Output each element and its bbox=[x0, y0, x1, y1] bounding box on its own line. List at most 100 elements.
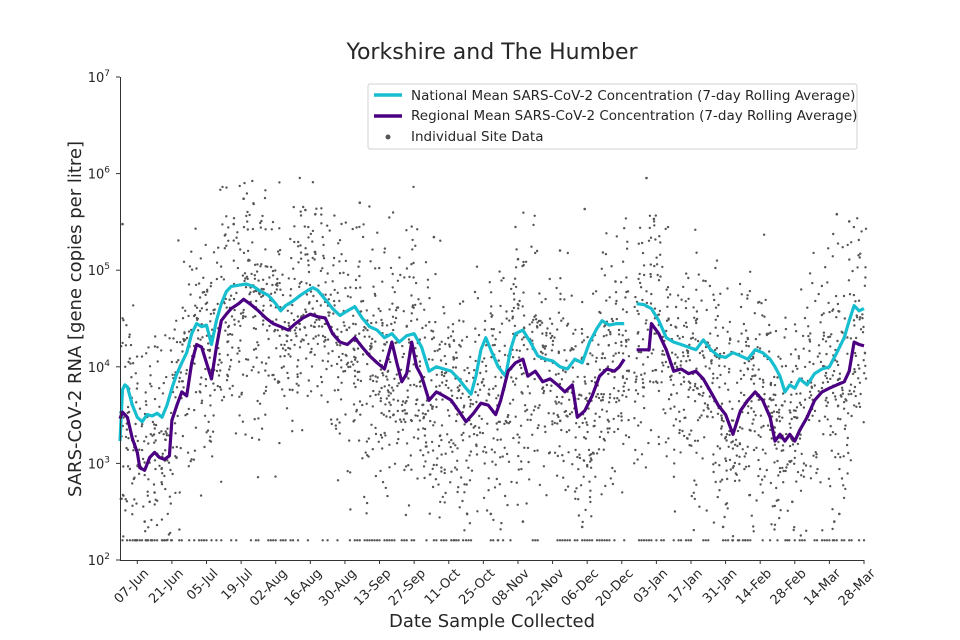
site-data-point bbox=[589, 460, 592, 463]
axes-layer bbox=[120, 77, 864, 561]
site-data-point bbox=[381, 349, 385, 352]
site-data-point bbox=[379, 433, 383, 437]
site-data-point bbox=[255, 299, 258, 303]
site-data-point bbox=[572, 332, 575, 335]
site-data-point bbox=[206, 429, 210, 432]
site-data-point bbox=[360, 300, 363, 303]
site-data-point bbox=[193, 408, 196, 412]
site-data-point bbox=[532, 318, 535, 322]
site-data-point bbox=[831, 255, 834, 258]
site-data-point bbox=[541, 332, 544, 335]
site-data-point bbox=[311, 307, 314, 310]
site-data-point bbox=[522, 326, 526, 329]
site-data-point bbox=[361, 457, 364, 460]
site-data-point bbox=[587, 407, 590, 410]
site-data-point bbox=[402, 352, 406, 356]
site-data-point bbox=[456, 396, 459, 400]
site-data-point bbox=[444, 452, 447, 455]
site-data-point bbox=[431, 405, 434, 408]
site-data-point bbox=[416, 414, 419, 418]
site-data-point bbox=[238, 414, 241, 417]
site-data-point bbox=[121, 222, 124, 226]
site-data-point bbox=[410, 319, 413, 323]
site-data-point bbox=[209, 394, 212, 397]
site-data-point bbox=[218, 358, 221, 361]
site-data-point bbox=[608, 393, 612, 396]
site-data-point bbox=[697, 273, 700, 276]
site-data-point bbox=[467, 466, 470, 469]
site-data-point bbox=[658, 309, 662, 313]
site-data-point bbox=[512, 292, 516, 295]
site-data-point bbox=[853, 370, 856, 374]
site-data-point bbox=[700, 299, 703, 302]
site-data-point bbox=[536, 321, 539, 324]
site-data-point bbox=[431, 330, 435, 333]
site-data-point bbox=[775, 447, 778, 450]
site-data-point bbox=[719, 480, 722, 483]
site-data-point bbox=[796, 470, 800, 474]
site-data-point bbox=[356, 539, 359, 542]
site-data-point bbox=[516, 433, 519, 436]
site-data-point bbox=[551, 423, 554, 426]
site-data-point bbox=[853, 351, 857, 355]
site-data-point bbox=[752, 418, 755, 421]
site-data-point bbox=[217, 374, 221, 377]
site-data-point bbox=[358, 332, 361, 335]
site-data-point bbox=[716, 314, 719, 318]
site-data-point bbox=[782, 469, 785, 473]
site-data-point bbox=[744, 465, 748, 468]
site-data-point bbox=[821, 529, 824, 532]
site-data-point bbox=[562, 317, 565, 320]
site-data-point bbox=[557, 372, 560, 375]
site-data-point bbox=[652, 220, 656, 223]
site-data-point bbox=[590, 539, 594, 542]
site-data-point bbox=[321, 539, 324, 542]
site-data-point bbox=[422, 427, 425, 430]
site-data-point bbox=[664, 227, 667, 231]
site-data-point bbox=[825, 539, 829, 542]
site-data-point bbox=[622, 442, 625, 446]
site-data-point bbox=[476, 297, 480, 300]
site-data-point bbox=[864, 227, 868, 230]
site-data-point bbox=[379, 469, 382, 473]
site-data-point bbox=[764, 452, 767, 455]
site-data-point bbox=[304, 208, 307, 212]
site-data-point bbox=[286, 371, 289, 375]
site-data-point bbox=[449, 445, 452, 449]
site-data-point bbox=[494, 338, 497, 341]
site-data-point bbox=[148, 365, 152, 368]
site-data-point bbox=[666, 225, 670, 229]
site-data-point bbox=[840, 386, 844, 389]
site-data-point bbox=[807, 334, 810, 338]
site-data-point bbox=[859, 316, 862, 319]
site-data-point bbox=[591, 292, 595, 295]
site-data-point bbox=[257, 344, 260, 347]
site-data-point bbox=[527, 460, 530, 464]
site-data-point bbox=[432, 424, 435, 427]
site-data-point bbox=[659, 253, 662, 256]
site-data-point bbox=[563, 539, 567, 542]
site-data-point bbox=[725, 469, 728, 472]
site-data-point bbox=[821, 338, 825, 341]
site-data-point bbox=[530, 245, 533, 248]
site-data-point bbox=[538, 483, 542, 487]
site-data-point bbox=[271, 220, 275, 224]
site-data-point bbox=[309, 232, 313, 236]
site-data-point bbox=[846, 352, 849, 355]
site-data-point bbox=[801, 334, 805, 338]
site-data-point bbox=[158, 431, 161, 435]
site-data-point bbox=[696, 387, 699, 390]
site-data-point bbox=[392, 398, 395, 401]
site-data-point bbox=[835, 212, 839, 216]
site-data-point bbox=[588, 495, 592, 499]
site-data-point bbox=[782, 481, 785, 484]
site-data-point bbox=[145, 352, 148, 355]
site-data-point bbox=[465, 459, 468, 462]
site-data-point bbox=[490, 448, 494, 451]
site-data-point bbox=[641, 381, 645, 385]
site-data-point bbox=[439, 500, 442, 504]
site-data-point bbox=[150, 518, 153, 522]
site-data-point bbox=[790, 417, 793, 421]
site-data-point bbox=[615, 317, 618, 321]
site-data-point bbox=[333, 389, 336, 392]
